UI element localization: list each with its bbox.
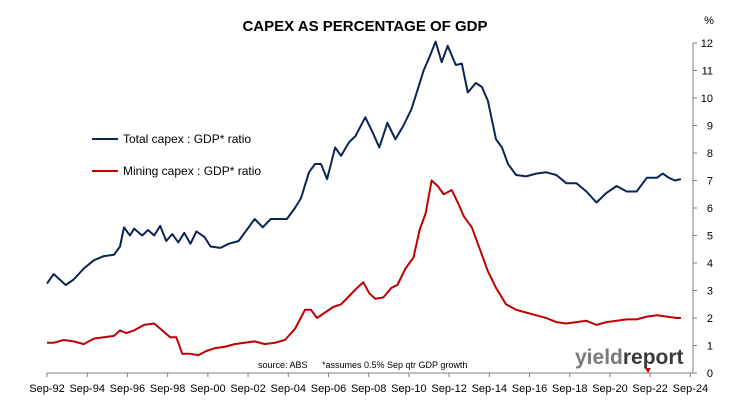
x-tick-label: Sep-22	[632, 383, 667, 395]
x-tick-label: Sep-98	[150, 383, 185, 395]
y-tick-label: 1	[707, 341, 713, 353]
y-tick-label: 12	[701, 38, 713, 50]
y-axis-unit: %	[704, 15, 714, 27]
y-tick-label: 4	[707, 258, 713, 270]
x-tick-label: Sep-20	[592, 383, 627, 395]
y-tick-label: 8	[707, 148, 713, 160]
x-tick-label: Sep-94	[69, 383, 104, 395]
series-layer	[46, 40, 682, 357]
x-tick-label: Sep-00	[190, 383, 225, 395]
x-tick-label: Sep-16	[512, 383, 547, 395]
x-tick-label: Sep-24	[673, 383, 708, 395]
series-line-mining-capex	[47, 179, 681, 357]
y-tick-label: 11	[702, 66, 713, 78]
x-tick-label: Sep-04	[271, 383, 306, 395]
y-tick-label: 3	[707, 286, 713, 298]
x-tick-label: Sep-96	[110, 383, 145, 395]
source-note: source: ABS	[258, 360, 308, 370]
x-tick-label: Sep-02	[230, 383, 265, 395]
x-tick-label: Sep-18	[552, 383, 587, 395]
x-tick-label: Sep-92	[29, 383, 64, 395]
x-tick-label: Sep-12	[431, 383, 466, 395]
series-line-total-capex	[46, 40, 682, 286]
y-tick-label: 5	[707, 231, 713, 243]
x-tick-label: Sep-10	[391, 383, 426, 395]
x-tick-label: Sep-14	[472, 383, 507, 395]
yieldreport-logo: yieldreport	[575, 346, 684, 373]
legend-label-total: Total capex : GDP* ratio	[123, 132, 251, 146]
y-tick-label: 0	[707, 368, 713, 380]
x-tick-label: Sep-08	[351, 383, 386, 395]
x-axis: Sep-92 Sep-94 Sep-96 Sep-98 Sep-00 Sep-02 Sep-…	[29, 372, 708, 395]
footnote: *assumes 0.5% Sep qtr GDP growth	[322, 360, 467, 370]
logo-accent-triangle	[645, 368, 651, 373]
logo-part-report: report	[623, 346, 684, 369]
y-tick-label: 7	[707, 176, 713, 188]
logo-part-yield: yield	[575, 346, 623, 369]
x-tick-label: Sep-06	[311, 383, 346, 395]
logo-text: yieldreport	[575, 346, 684, 369]
legend: Total capex : GDP* ratio Mining capex : …	[92, 132, 261, 178]
legend-label-mining: Mining capex : GDP* ratio	[123, 164, 261, 178]
y-tick-label: 10	[701, 93, 713, 105]
chart-title: CAPEX AS PERCENTAGE OF GDP	[242, 18, 487, 35]
y-tick-label: 2	[707, 313, 713, 325]
y-tick-label: 6	[707, 203, 713, 215]
y-tick-label: 9	[707, 121, 713, 133]
